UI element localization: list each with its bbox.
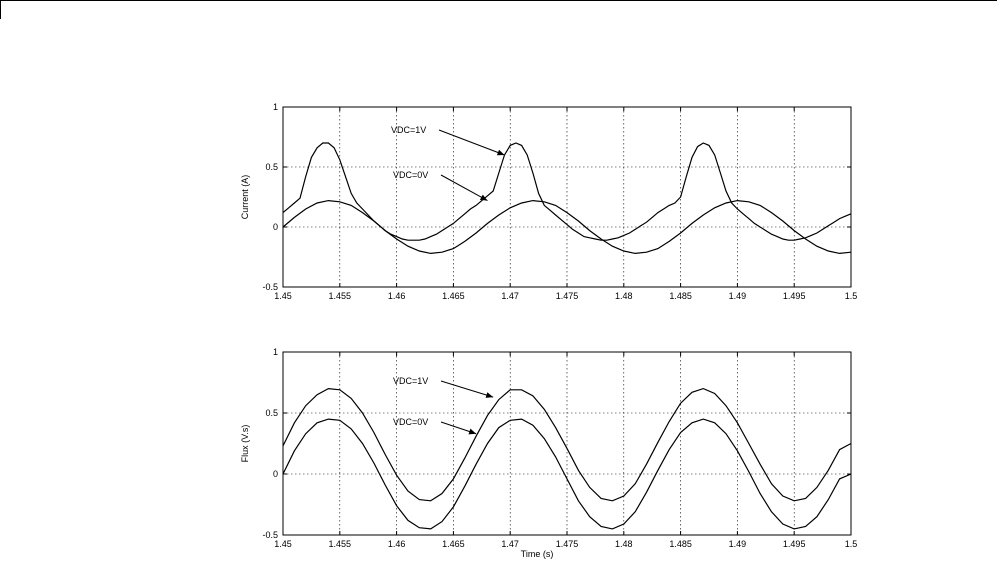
current-x-tick-label: 1.465 xyxy=(442,291,465,301)
flux-annotation-label: VDC=1V xyxy=(393,376,428,386)
current-annotation-label: VDC=1V xyxy=(391,125,426,135)
current-y-tick-label: 0.5 xyxy=(265,162,278,172)
current-y-axis-label: Current (A) xyxy=(240,175,250,220)
flux-y-tick-label: 1 xyxy=(273,347,278,357)
current-x-tick-label: 1.485 xyxy=(669,291,692,301)
flux-x-tick-label: 1.465 xyxy=(442,539,465,549)
flux-series-vdc1-line xyxy=(282,387,852,502)
flux-y-tick-label: 0.5 xyxy=(265,408,278,418)
chart-flux: 1.45 1.455 1.46 1.465 1.47 1.475 1.48 1.485 1.49… xyxy=(240,347,857,559)
flux-x-tick-label: 1.485 xyxy=(669,539,692,549)
flux-x-tick-label: 1.45 xyxy=(274,539,292,549)
current-annotation-label: VDC=0V xyxy=(393,170,428,180)
flux-series-group xyxy=(282,387,852,530)
current-x-tick-label: 1.495 xyxy=(783,291,806,301)
flux-x-tick-label: 1.49 xyxy=(729,539,747,549)
current-ticks xyxy=(282,106,852,288)
flux-x-tick-label: 1.5 xyxy=(845,539,858,549)
flux-annotation-arrow xyxy=(440,380,494,398)
current-annotations: VDC=1V VDC=0V xyxy=(391,125,505,202)
current-series-vdc0-line xyxy=(282,199,852,255)
flux-y-tick-label: 0 xyxy=(273,469,278,479)
current-annotation-arrow xyxy=(440,174,488,202)
current-x-tick-label: 1.455 xyxy=(329,291,352,301)
current-x-tick-label: 1.49 xyxy=(729,291,747,301)
flux-x-tick-label: 1.48 xyxy=(615,539,633,549)
flux-x-axis-label: Time (s) xyxy=(521,549,554,559)
flux-y-tick-labels: -0.5 0 0.5 1 xyxy=(262,347,278,540)
flux-grid xyxy=(283,352,851,535)
current-x-tick-labels: 1.45 1.455 1.46 1.465 1.47 1.475 1.48 1.485 1.49… xyxy=(274,291,857,301)
flux-annotation-label: VDC=0V xyxy=(393,417,428,427)
flux-x-tick-label: 1.495 xyxy=(783,539,806,549)
current-x-tick-label: 1.475 xyxy=(556,291,579,301)
current-y-tick-label: -0.5 xyxy=(262,282,278,292)
page-left-rule xyxy=(0,0,1,19)
current-annotation-arrowhead xyxy=(479,194,488,201)
flux-y-tick-label: -0.5 xyxy=(262,530,278,540)
flux-x-tick-label: 1.47 xyxy=(501,539,519,549)
flux-x-tick-label: 1.475 xyxy=(556,539,579,549)
current-x-tick-label: 1.45 xyxy=(274,291,292,301)
flux-x-tick-label: 1.455 xyxy=(329,539,352,549)
flux-annotation-arrowhead xyxy=(485,392,494,398)
current-y-tick-label: 1 xyxy=(273,102,278,112)
current-x-tick-label: 1.46 xyxy=(388,291,406,301)
flux-y-axis-label: Flux (V.s) xyxy=(240,425,250,463)
current-y-tick-labels: -0.5 0 0.5 1 xyxy=(262,102,278,292)
current-x-tick-label: 1.48 xyxy=(615,291,633,301)
flux-x-tick-label: 1.46 xyxy=(388,539,406,549)
current-annotation-arrowhead xyxy=(496,149,505,156)
flux-x-tick-labels: 1.45 1.455 1.46 1.465 1.47 1.475 1.48 1.485 1.49… xyxy=(274,539,857,549)
flux-plot-frame xyxy=(282,351,852,536)
page-top-rule xyxy=(0,0,997,1)
current-grid xyxy=(283,107,851,287)
chart-current: 1.45 1.455 1.46 1.465 1.47 1.475 1.48 1.485 1.49… xyxy=(240,102,857,301)
flux-ticks xyxy=(282,351,852,536)
current-x-tick-label: 1.47 xyxy=(501,291,519,301)
flux-annotations: VDC=1V VDC=0V xyxy=(393,376,494,435)
current-annotation-arrow xyxy=(438,129,505,156)
current-y-tick-label: 0 xyxy=(273,222,278,232)
flux-annotation-arrowhead xyxy=(468,428,477,435)
current-series-group xyxy=(282,142,852,255)
flux-series-vdc0-line xyxy=(282,418,852,530)
current-x-tick-label: 1.5 xyxy=(845,291,858,301)
